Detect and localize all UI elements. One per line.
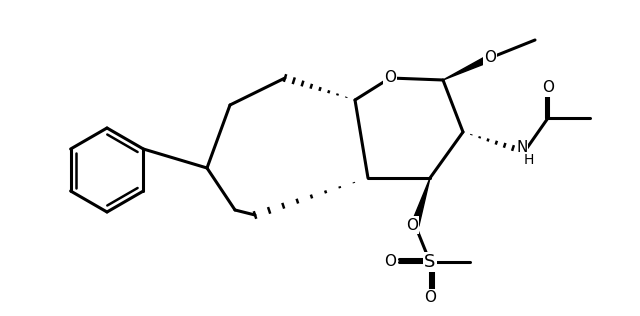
Text: O: O [384, 70, 396, 86]
Polygon shape [411, 178, 430, 226]
Polygon shape [443, 55, 492, 80]
Text: S: S [424, 253, 436, 271]
Text: N: N [516, 141, 527, 155]
Text: O: O [384, 254, 396, 270]
Text: O: O [424, 290, 436, 306]
Text: O: O [406, 217, 418, 233]
Text: O: O [542, 81, 554, 95]
Text: H: H [524, 153, 534, 167]
Text: O: O [484, 51, 496, 65]
